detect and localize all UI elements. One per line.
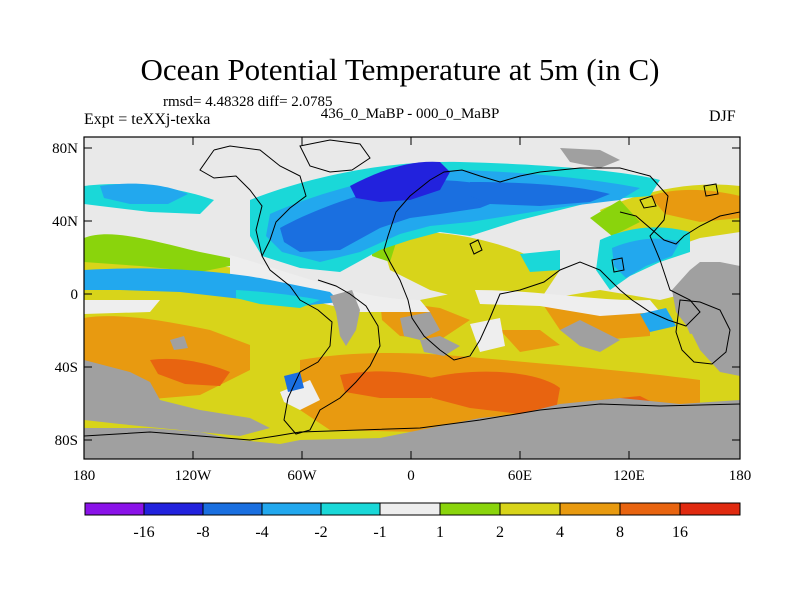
coastline-europe-africa — [383, 167, 701, 361]
lon-label: 60W — [287, 468, 317, 484]
neutral-region — [230, 255, 430, 312]
antarctica-land — [84, 398, 740, 459]
land-mask — [84, 148, 740, 459]
lon-label: 60E — [508, 468, 532, 484]
indian-land — [560, 320, 620, 352]
coastline-antarctica — [84, 403, 740, 441]
colorbar-label: 4 — [556, 524, 564, 541]
dark-orange-region — [150, 358, 230, 386]
rmsd-diff-stats: rmsd= 4.48328 diff= 2.0785 — [163, 94, 333, 110]
axis-ticks — [84, 137, 740, 459]
orange-region — [650, 189, 740, 222]
blue-region — [284, 372, 304, 392]
coastline-islands — [469, 183, 719, 273]
lon-labels: 180 120W 60W 0 60E 120E 180 — [73, 468, 752, 484]
colorbar-label: 16 — [672, 524, 688, 541]
green-region — [590, 200, 640, 236]
colorbar-label: -4 — [255, 524, 268, 541]
lon-label: 120E — [613, 468, 645, 484]
dark-orange-region — [430, 371, 560, 414]
coastline-greenland — [299, 139, 371, 173]
lat-labels: 80N 40N 0 40S 80S — [52, 141, 78, 449]
colorbar-swatch — [143, 502, 204, 516]
south-pacific-land — [84, 360, 270, 436]
map-field — [84, 137, 740, 459]
coastline-americas — [213, 145, 381, 435]
lat-label: 40S — [55, 360, 78, 376]
colorbar — [84, 502, 741, 516]
dark-blue-region — [350, 161, 450, 202]
neutral-region — [280, 380, 320, 410]
lon-label: 180 — [729, 468, 752, 484]
blue-region — [470, 182, 610, 206]
neutral-region — [84, 300, 160, 314]
colorbar-swatch — [202, 502, 263, 516]
coastline-north-america — [199, 149, 263, 257]
south-america-land — [330, 290, 360, 346]
lat-label: 80N — [52, 141, 78, 157]
africa-land — [400, 312, 440, 340]
colorbar-label: 8 — [616, 524, 624, 541]
experiment-label: Expt = teXXj-texka — [84, 111, 211, 128]
colorbar-label: 1 — [436, 524, 444, 541]
green-region — [84, 234, 250, 272]
lon-label: 180 — [73, 468, 96, 484]
colorbar-swatch — [261, 502, 322, 516]
colorbar-swatch — [619, 502, 681, 516]
comparison-label: 436_0_MaBP - 000_0_MaBP — [320, 106, 500, 122]
maritime-land — [680, 306, 710, 334]
plot-title: Ocean Potential Temperature at 5m (in C) — [140, 52, 660, 87]
colorbar-label: -8 — [196, 524, 209, 541]
blue-region — [100, 183, 188, 204]
lon-label: 0 — [407, 468, 415, 484]
coastline-asia-east — [619, 211, 740, 245]
coastlines — [84, 139, 740, 441]
cyan-region — [236, 290, 320, 308]
cyan-region — [520, 250, 560, 272]
pacific-islands-land — [170, 336, 188, 350]
light-blue-region — [640, 308, 676, 332]
colorbar-label: -2 — [314, 524, 327, 541]
colorbar-swatch — [84, 502, 145, 516]
lat-label: 40N — [52, 214, 78, 230]
colorbar-swatch — [559, 502, 621, 516]
lat-label: 80S — [55, 433, 78, 449]
arctic-land — [560, 148, 620, 168]
coastline-australia — [675, 299, 731, 365]
orange-region — [500, 330, 560, 352]
colorbar-swatch — [679, 502, 741, 516]
colorbar-swatch — [499, 502, 561, 516]
map-frame — [83, 136, 741, 460]
lat-label: 0 — [71, 287, 79, 303]
colorbar-label: -1 — [373, 524, 386, 541]
colorbar-swatch — [379, 502, 441, 516]
yellow-region — [380, 231, 560, 300]
neutral-region — [475, 290, 660, 316]
colorbar-swatch — [320, 502, 381, 516]
season-label: DJF — [709, 108, 736, 125]
colorbar-label: 2 — [496, 524, 504, 541]
neutral-region — [470, 318, 505, 352]
lon-label: 120W — [175, 468, 213, 484]
light-blue-region — [612, 238, 680, 278]
dark-orange-region — [340, 371, 460, 398]
colorbar-labels: -16 -8 -4 -2 -1 1 2 4 8 16 — [133, 524, 688, 541]
australia-land — [672, 262, 740, 376]
colorbar-swatch — [439, 502, 501, 516]
colorbar-label: -16 — [133, 524, 154, 541]
